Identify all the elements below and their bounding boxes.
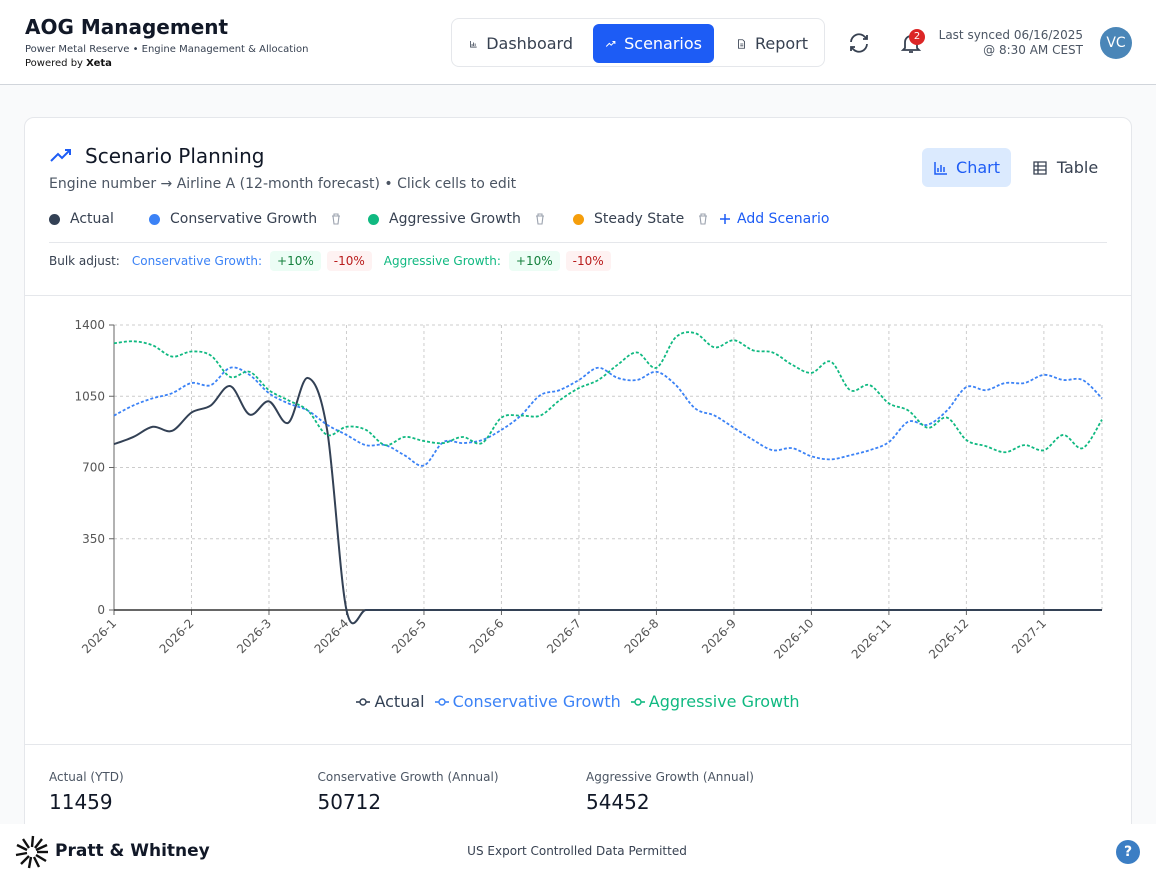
legend-label: Conservative Growth (170, 211, 318, 227)
stat-value: 50712 (317, 790, 382, 814)
legend-item: Steady State (573, 211, 710, 227)
stat-label: Aggressive Growth (Annual) (586, 770, 754, 784)
legend-dot (149, 213, 160, 225)
legend-label: Steady State (594, 211, 685, 227)
sync-line: Last synced 06/16/2025 (938, 28, 1083, 42)
divider (49, 242, 1107, 243)
legend-icon (434, 697, 449, 706)
bulk-group: Conservative Growth: (131, 254, 263, 268)
brand: Xeta (86, 58, 112, 69)
app-subtitle: Power Metal Reserve • Engine Management … (25, 44, 309, 55)
nav-dashboard[interactable]: Dashboard (457, 24, 585, 63)
legend-label: Actual (70, 211, 114, 227)
icon (470, 40, 477, 47)
delete-scenario[interactable] (533, 212, 547, 226)
icon (934, 161, 948, 175)
sync-status: Last synced 06/16/2025 @ 8:30 AM CEST (939, 28, 1083, 58)
legend-item: Conservative Growth (434, 692, 621, 711)
legend-dot (49, 213, 60, 225)
icon (1033, 160, 1047, 175)
add-scenario[interactable]: Add Scenario (718, 211, 829, 227)
brand-logo (15, 835, 48, 869)
legend-marker (359, 697, 368, 706)
chart-toggle[interactable]: Chart (922, 148, 1011, 187)
bulk-adjust: Bulk adjust: Conservative Growth: +10% -… (49, 251, 611, 271)
title-icon (50, 149, 71, 162)
footer: Pratt & Whitney US Export Controlled Dat… (0, 824, 1156, 880)
legend-marker (634, 697, 642, 706)
footer-notice: US Export Controlled Data Permitted (467, 844, 687, 858)
nav-label: Dashboard (486, 34, 573, 53)
legend-dot (368, 213, 379, 225)
icon (738, 38, 745, 49)
delete-scenario[interactable] (696, 212, 710, 226)
toggle-label: Table (1056, 158, 1099, 177)
help-button[interactable]: ? (1116, 840, 1140, 864)
bulk-up[interactable]: +10% (508, 251, 560, 271)
chart-legend: Actual Conservative Growth Aggressive Grow… (0, 692, 1156, 711)
stat-label: Conservative Growth (Annual) (317, 770, 499, 784)
legend-item: Aggressive Growth (630, 692, 800, 711)
card-title: Scenario Planning (85, 144, 265, 168)
divider (25, 295, 1131, 296)
legend-marker (437, 697, 446, 706)
footer-brand: Pratt & Whitney (55, 841, 210, 861)
top-bar: AOG Management Power Metal Reserve • Eng… (0, 0, 1156, 85)
table-toggle[interactable]: Table (1022, 148, 1108, 187)
refresh-button[interactable] (847, 31, 871, 55)
divider (25, 744, 1131, 745)
nav-label: Report (754, 34, 808, 53)
legend-icon (630, 697, 645, 706)
bulk-group: Aggressive Growth: (383, 254, 501, 268)
stat-label: Actual (YTD) (49, 770, 124, 784)
add-scenario-label: Add Scenario (737, 211, 830, 227)
scenario-card (24, 117, 1132, 859)
stat-value: 11459 (49, 790, 113, 814)
legend-item: Conservative Growth (149, 211, 343, 227)
bulk-up[interactable]: +10% (270, 251, 321, 271)
legend-label: Aggressive Growth (389, 211, 521, 227)
nav-scenarios[interactable]: Scenarios (593, 24, 714, 63)
legend-icon (356, 697, 371, 706)
avatar[interactable]: VC (1100, 27, 1132, 59)
powered-by: Powered by Xeta (25, 58, 112, 69)
toggle-label: Chart (956, 158, 1000, 177)
notification-badge: 2 (909, 29, 925, 45)
bulk-down[interactable]: -10% (326, 251, 372, 271)
powered-by-text: Powered by (25, 58, 83, 69)
legend-item: Aggressive Growth (368, 211, 547, 227)
bulk-down[interactable]: -10% (565, 251, 611, 271)
legend-dot (573, 213, 584, 225)
app-title: AOG Management (25, 15, 229, 39)
nav: Dashboard Scenarios Report (451, 18, 825, 67)
legend-label: Conservative Growth (452, 692, 621, 711)
bulk-label: Bulk adjust: (49, 254, 120, 268)
card-subtitle: Engine number → Airline A (12-month fore… (49, 176, 517, 192)
nav-report[interactable]: Report (724, 24, 820, 63)
delete-scenario[interactable] (329, 212, 343, 226)
sync-line: @ 8:30 AM CEST (983, 43, 1083, 57)
legend-item: Actual (356, 692, 425, 711)
icon (720, 214, 730, 224)
icon (605, 40, 616, 47)
legend-item: Actual (49, 211, 114, 227)
legend-label: Aggressive Growth (648, 692, 800, 711)
nav-label: Scenarios (624, 34, 702, 53)
stat-value: 54452 (586, 790, 650, 814)
legend-label: Actual (374, 692, 425, 711)
